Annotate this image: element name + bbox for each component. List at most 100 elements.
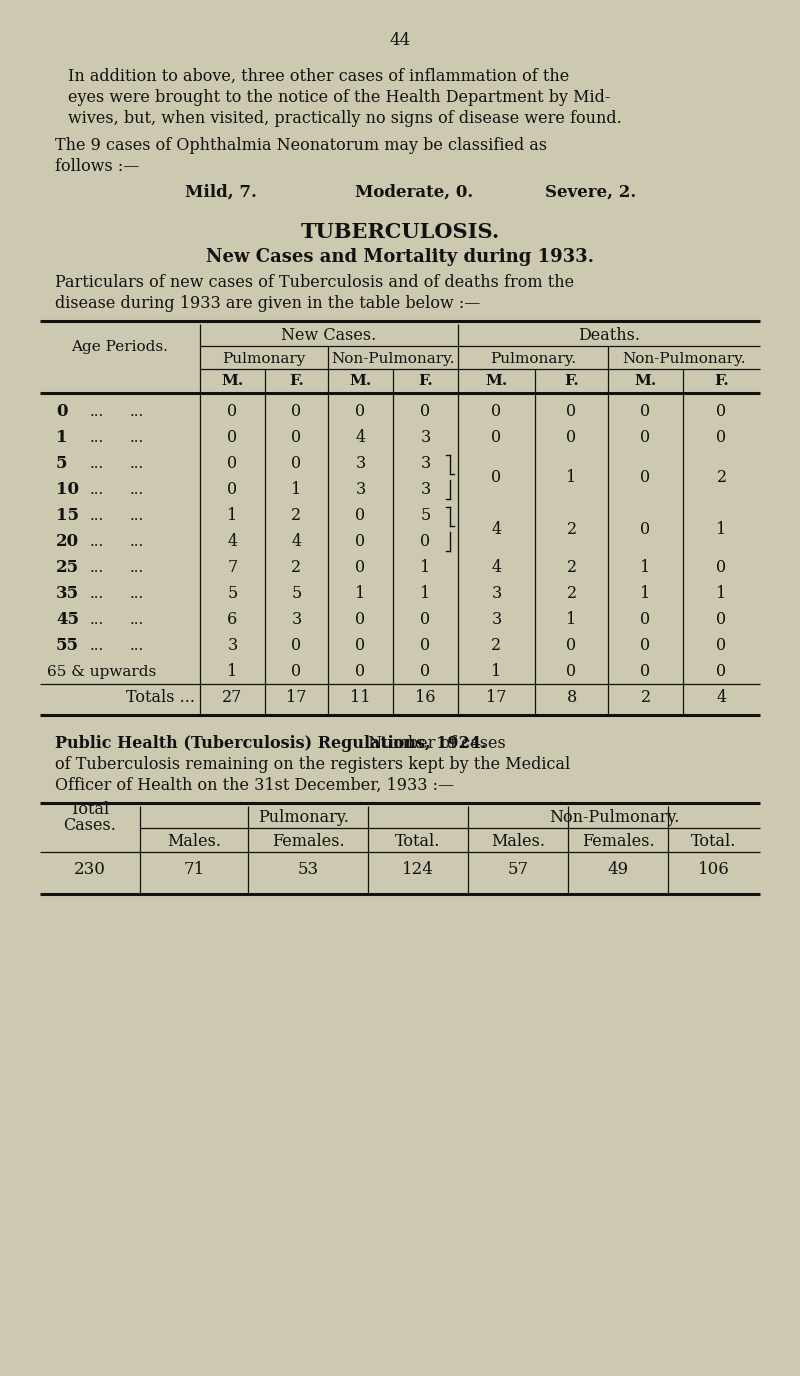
Text: 49: 49 — [607, 861, 629, 878]
Text: 106: 106 — [698, 861, 730, 878]
Text: F.: F. — [714, 374, 729, 388]
Text: 0: 0 — [717, 403, 726, 421]
Text: Non-Pulmonary.: Non-Pulmonary. — [331, 352, 454, 366]
Text: Severe, 2.: Severe, 2. — [545, 184, 636, 201]
Text: 4: 4 — [355, 429, 366, 446]
Text: 0: 0 — [641, 429, 650, 446]
Text: 1: 1 — [56, 429, 67, 446]
Text: 1: 1 — [640, 586, 650, 603]
Text: 17: 17 — [286, 689, 306, 706]
Text: 11: 11 — [350, 689, 370, 706]
Text: 0: 0 — [421, 403, 430, 421]
Text: TUBERCULOSIS.: TUBERCULOSIS. — [300, 222, 500, 242]
Text: ...: ... — [130, 535, 144, 549]
Text: 44: 44 — [390, 32, 410, 50]
Text: New Cases and Mortality during 1933.: New Cases and Mortality during 1933. — [206, 248, 594, 266]
Text: of Tuberculosis remaining on the registers kept by the Medical: of Tuberculosis remaining on the registe… — [55, 755, 570, 773]
Text: ...: ... — [90, 588, 104, 601]
Text: 0: 0 — [291, 403, 302, 421]
Text: The 9 cases of Ophthalmia Neonatorum may be classified as: The 9 cases of Ophthalmia Neonatorum may… — [55, 138, 547, 154]
Text: ...: ... — [130, 638, 144, 654]
Text: 0: 0 — [717, 611, 726, 629]
Text: Age Periods.: Age Periods. — [71, 340, 169, 354]
Text: 1: 1 — [716, 586, 726, 603]
Text: 0: 0 — [355, 637, 366, 655]
Text: 1: 1 — [227, 508, 238, 524]
Text: 3: 3 — [420, 429, 430, 446]
Text: follows :—: follows :— — [55, 158, 139, 175]
Text: 4: 4 — [717, 689, 726, 706]
Text: 3: 3 — [291, 611, 302, 629]
Text: 1: 1 — [566, 468, 577, 486]
Text: 0: 0 — [491, 468, 502, 486]
Text: ...: ... — [130, 588, 144, 601]
Text: 2: 2 — [291, 560, 302, 577]
Text: 25: 25 — [56, 560, 79, 577]
Text: 0: 0 — [421, 534, 430, 550]
Text: M.: M. — [222, 374, 244, 388]
Text: 1: 1 — [566, 611, 577, 629]
Text: ...: ... — [130, 431, 144, 444]
Text: 0: 0 — [717, 429, 726, 446]
Text: 3: 3 — [420, 455, 430, 472]
Text: 8: 8 — [566, 689, 577, 706]
Text: Particulars of new cases of Tuberculosis and of deaths from the: Particulars of new cases of Tuberculosis… — [55, 274, 574, 290]
Text: 0: 0 — [641, 611, 650, 629]
Text: F.: F. — [564, 374, 579, 388]
Text: M.: M. — [486, 374, 508, 388]
Text: Females.: Females. — [272, 832, 344, 850]
Text: ...: ... — [90, 509, 104, 523]
Text: 17: 17 — [486, 689, 506, 706]
Text: 35: 35 — [56, 586, 79, 603]
Text: 3: 3 — [355, 455, 366, 472]
Text: ...: ... — [130, 483, 144, 497]
Text: 2: 2 — [566, 560, 577, 577]
Text: ...: ... — [130, 509, 144, 523]
Text: 1: 1 — [491, 663, 502, 681]
Text: Number of cases: Number of cases — [358, 735, 506, 753]
Text: 0: 0 — [227, 403, 238, 421]
Text: 0: 0 — [717, 637, 726, 655]
Text: 15: 15 — [56, 508, 79, 524]
Text: disease during 1933 are given in the table below :—: disease during 1933 are given in the tab… — [55, 294, 480, 312]
Text: 0: 0 — [355, 534, 366, 550]
Text: ...: ... — [90, 612, 104, 627]
Text: 7: 7 — [227, 560, 238, 577]
Text: 0: 0 — [641, 468, 650, 486]
Text: ...: ... — [90, 405, 104, 420]
Text: 1: 1 — [227, 663, 238, 681]
Text: 3: 3 — [355, 482, 366, 498]
Text: ...: ... — [90, 431, 104, 444]
Text: 2: 2 — [491, 637, 502, 655]
Text: 0: 0 — [491, 403, 502, 421]
Text: 2: 2 — [641, 689, 650, 706]
Text: 0: 0 — [56, 403, 67, 421]
Text: 71: 71 — [183, 861, 205, 878]
Text: 0: 0 — [227, 455, 238, 472]
Text: 0: 0 — [291, 455, 302, 472]
Text: 0: 0 — [641, 637, 650, 655]
Text: Total.: Total. — [691, 832, 737, 850]
Text: In addition to above, three other cases of inflammation of the: In addition to above, three other cases … — [68, 67, 570, 85]
Text: 5: 5 — [56, 455, 67, 472]
Text: 1: 1 — [355, 586, 366, 603]
Text: 0: 0 — [355, 403, 366, 421]
Text: 0: 0 — [566, 403, 577, 421]
Text: ...: ... — [90, 638, 104, 654]
Text: Pulmonary: Pulmonary — [222, 352, 306, 366]
Text: F.: F. — [418, 374, 433, 388]
Text: 2: 2 — [566, 586, 577, 603]
Text: 55: 55 — [56, 637, 79, 655]
Text: Females.: Females. — [582, 832, 654, 850]
Text: ...: ... — [130, 612, 144, 627]
Text: Moderate, 0.: Moderate, 0. — [355, 184, 474, 201]
Text: Total.: Total. — [395, 832, 441, 850]
Text: 1: 1 — [420, 560, 430, 577]
Text: Pulmonary.: Pulmonary. — [490, 352, 576, 366]
Text: 0: 0 — [491, 429, 502, 446]
Text: ...: ... — [90, 535, 104, 549]
Text: 124: 124 — [402, 861, 434, 878]
Text: M.: M. — [634, 374, 657, 388]
Text: Males.: Males. — [491, 832, 545, 850]
Text: 230: 230 — [74, 861, 106, 878]
